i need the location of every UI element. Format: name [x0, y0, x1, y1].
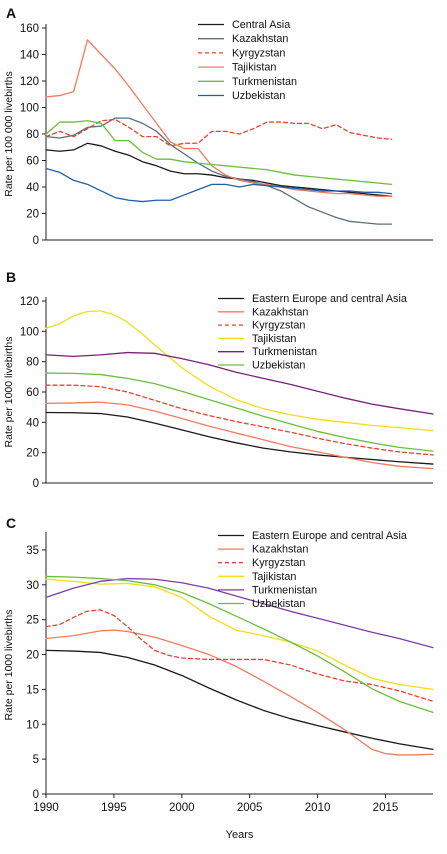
legend-label: Turkmenistan: [232, 76, 297, 88]
panel-letter: A: [6, 5, 16, 21]
x-tick-label: 2015: [373, 802, 399, 814]
y-tick-label: 5: [33, 754, 39, 766]
y-axis-label: Rate per 1000 livebirths: [3, 610, 15, 721]
legend-label: Turkmenistan: [252, 346, 317, 358]
x-tick-label: 1990: [33, 802, 59, 814]
y-tick-label: 100: [20, 326, 39, 338]
series-line: [45, 411, 434, 465]
y-tick-label: 60: [26, 387, 39, 399]
series-line: [45, 118, 393, 147]
panel-c: C 0 5 10 15 20 25 30 35 1990 1995 2000 2005 2010 2015 R…: [3, 515, 434, 841]
legend-label: Turkmenistan: [252, 584, 317, 596]
series-line: [45, 167, 393, 203]
y-tick-label: 15: [26, 684, 39, 696]
legend-label: Eastern Europe and central Asia: [252, 530, 407, 542]
series-line: [45, 629, 434, 756]
panel-b: B 0 20 40 60 80 100 120 Rate per 1000 livebirths…: [3, 269, 434, 490]
series-line: [45, 384, 434, 456]
y-tick-label: 40: [26, 417, 39, 429]
series-line: [45, 39, 393, 197]
x-axis-label: Years: [226, 829, 254, 841]
series-line: [45, 120, 393, 186]
legend-label: Kazakhstan: [252, 306, 308, 318]
x-tick-label: 2000: [169, 802, 195, 814]
y-tick-label: 0: [33, 235, 39, 247]
y-tick-label: 0: [33, 789, 39, 801]
legend: Central Asia Kazakhstan Kyrgyzstan Tajikist…: [198, 19, 297, 102]
legend-label: Tajikistan: [252, 333, 296, 345]
y-tick-label: 0: [33, 478, 39, 490]
series-line: [45, 578, 434, 691]
series-line: [45, 117, 393, 225]
legend-label: Kazakhstan: [252, 544, 308, 556]
legend-label: Kyrgyzstan: [252, 557, 305, 569]
legend-label: Kazakhstan: [232, 33, 288, 45]
y-tick-label: 25: [26, 615, 39, 627]
y-tick-label: 20: [26, 650, 39, 662]
y-axis-label: Rate per 1000 livebirths: [3, 337, 15, 448]
y-tick-label: 30: [26, 580, 39, 592]
legend-label: Eastern Europe and central Asia: [252, 293, 407, 305]
legend-label: Uzbekistan: [232, 90, 285, 102]
y-tick-label: 80: [26, 357, 39, 369]
legend-label: Tajikistan: [252, 571, 296, 583]
y-tick-label: 60: [26, 156, 39, 168]
x-tick-label: 1995: [101, 802, 127, 814]
series-line: [45, 649, 434, 751]
legend-label: Kyrgyzstan: [232, 47, 285, 59]
y-tick-label: 160: [20, 23, 39, 35]
series-line: [45, 351, 434, 415]
legend-label: Tajikistan: [232, 62, 276, 74]
panel-letter: B: [6, 269, 16, 285]
legend-label: Uzbekistan: [252, 598, 305, 610]
y-tick-label: 120: [20, 76, 39, 88]
series-line: [45, 401, 434, 470]
series-line: [45, 372, 434, 452]
legend-label: Kyrgyzstan: [252, 320, 305, 332]
legend: Eastern Europe and central Asia Kazakhsta…: [218, 530, 407, 610]
y-tick-label: 120: [20, 296, 39, 308]
panel-a: A 0 20 40 60 80 100 120 140 160 Rate per 100 000 l…: [3, 5, 433, 247]
y-tick-label: 10: [26, 719, 39, 731]
legend-label: Central Asia: [232, 19, 290, 31]
y-tick-label: 80: [26, 129, 39, 141]
y-tick-label: 20: [26, 209, 39, 221]
y-tick-label: 40: [26, 182, 39, 194]
panel-letter: C: [6, 515, 16, 531]
x-tick-label: 2010: [305, 802, 331, 814]
y-tick-label: 35: [26, 545, 39, 557]
y-axis-label: Rate per 100 000 livebirths: [3, 71, 15, 197]
x-tick-label: 2005: [237, 802, 263, 814]
series-line: [45, 577, 434, 649]
legend: Eastern Europe and central AsiaKazakhsta…: [218, 293, 407, 372]
y-tick-label: 100: [20, 103, 39, 115]
series-line: [45, 310, 434, 432]
legend-label: Uzbekistan: [252, 360, 305, 372]
y-tick-label: 140: [20, 50, 39, 62]
y-tick-label: 20: [26, 448, 39, 460]
series-line: [45, 575, 434, 714]
series-line: [45, 609, 434, 702]
